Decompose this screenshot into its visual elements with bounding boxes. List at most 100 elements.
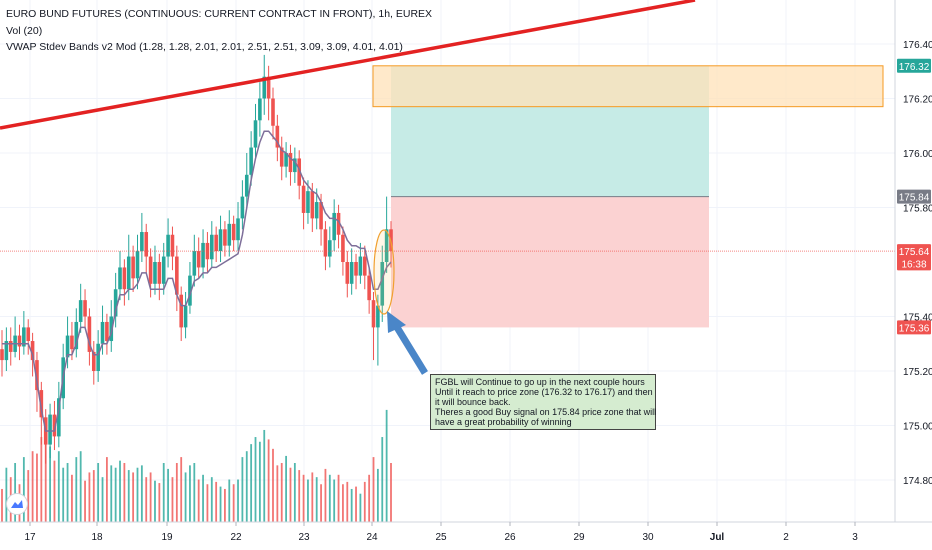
candle-body xyxy=(105,321,109,342)
volume-bar xyxy=(180,457,183,522)
volume-bar xyxy=(162,463,165,522)
note-line: FGBL will Continue to go up in the next … xyxy=(435,377,645,387)
y-tick-label: 175.00 xyxy=(903,422,932,433)
candle-body xyxy=(144,232,149,257)
volume-bar xyxy=(372,457,375,522)
volume-bar xyxy=(123,463,126,522)
tradingview-logo-icon[interactable] xyxy=(6,493,28,515)
volume-bar xyxy=(324,468,327,522)
candle-body xyxy=(188,275,192,306)
price-tag-label: 16:38 xyxy=(901,259,926,270)
x-tick-label: 17 xyxy=(24,532,36,543)
candle-body xyxy=(297,158,302,186)
volume-bar xyxy=(71,474,73,522)
candle-body xyxy=(161,256,166,284)
candle-body xyxy=(175,256,179,295)
x-tick-label: 22 xyxy=(230,532,242,543)
candle-body xyxy=(201,242,205,268)
volume-bar xyxy=(27,470,30,522)
y-tick-label: 175.20 xyxy=(903,367,932,378)
candle-body xyxy=(126,256,131,290)
candle-body xyxy=(87,316,92,352)
candle-body xyxy=(293,158,297,173)
x-tick-label: Jul xyxy=(710,532,725,543)
candle-body xyxy=(91,351,96,371)
candle-body xyxy=(249,147,253,175)
note-line: it will bounce back. xyxy=(435,397,511,407)
candle-body xyxy=(244,174,249,197)
candle-body xyxy=(266,76,271,99)
volume-bar xyxy=(1,488,3,522)
candle-body xyxy=(271,98,275,126)
volume-bar xyxy=(346,481,349,522)
volume-bar xyxy=(298,470,301,522)
x-tick-label: 18 xyxy=(91,532,103,543)
volume-bar xyxy=(368,474,371,522)
volume-bar xyxy=(110,465,113,522)
volume-bar xyxy=(31,451,34,522)
candle-body xyxy=(22,327,26,347)
x-tick-label: 3 xyxy=(852,532,858,543)
y-tick-label: 176.00 xyxy=(903,149,932,160)
candle-body xyxy=(376,305,380,328)
volume-bar xyxy=(390,463,392,522)
volume-bar xyxy=(136,467,139,522)
candle-body xyxy=(131,256,135,279)
candle-body xyxy=(362,256,367,276)
volume-bars xyxy=(1,409,392,522)
candle-body xyxy=(205,242,210,260)
candle-body xyxy=(384,229,389,262)
candle-body xyxy=(96,343,100,371)
price-tag-label: 175.36 xyxy=(899,323,930,334)
volume-bar xyxy=(184,472,187,522)
volume-bar xyxy=(57,451,60,522)
candle-body xyxy=(52,414,57,437)
candle-body xyxy=(371,300,376,328)
y-tick-label: 174.80 xyxy=(903,476,932,487)
candle-body xyxy=(65,335,70,358)
volume-bar xyxy=(167,468,169,522)
volume-bar xyxy=(293,463,296,522)
volume-bar xyxy=(97,463,100,522)
candle-body xyxy=(26,327,31,342)
candle-body xyxy=(288,153,293,173)
candle-body xyxy=(192,251,197,276)
x-tick-label: 2 xyxy=(783,532,789,543)
candle-body xyxy=(319,202,323,230)
x-tick-label: 25 xyxy=(435,532,447,543)
candle-body xyxy=(354,262,358,276)
volume-bar xyxy=(22,457,25,522)
candle-body xyxy=(166,234,170,257)
note-line: Until it reach to price zone (176.32 to … xyxy=(435,387,653,397)
candle-body xyxy=(135,251,140,279)
volume-bar xyxy=(105,457,108,522)
volume-bar xyxy=(40,437,43,522)
volume-bar xyxy=(101,477,104,522)
volume-bar xyxy=(36,453,38,522)
volume-bar xyxy=(381,437,384,522)
highlight-ellipse xyxy=(373,229,395,315)
volume-bar xyxy=(320,484,322,522)
candle-body xyxy=(253,120,258,148)
trendline xyxy=(0,0,696,130)
candle-body xyxy=(78,300,83,322)
volume-bar xyxy=(337,474,340,522)
x-tick-label: 30 xyxy=(642,532,654,543)
volume-bar xyxy=(119,460,121,522)
candle-body xyxy=(153,262,157,284)
candle-body xyxy=(17,335,22,347)
volume-bar xyxy=(285,455,288,522)
candle-body xyxy=(328,240,332,257)
volume-bar xyxy=(258,441,261,522)
candle-body xyxy=(231,223,236,241)
price-tag-label: 175.64 xyxy=(899,247,930,258)
y-tick-label: 176.20 xyxy=(903,95,932,106)
volume-bar xyxy=(219,486,222,522)
x-tick-label: 19 xyxy=(161,532,173,543)
candle-body xyxy=(83,300,87,317)
candle-body xyxy=(349,262,354,284)
candle-body xyxy=(148,256,153,284)
candle-body xyxy=(275,125,280,148)
volume-bar xyxy=(175,463,178,522)
